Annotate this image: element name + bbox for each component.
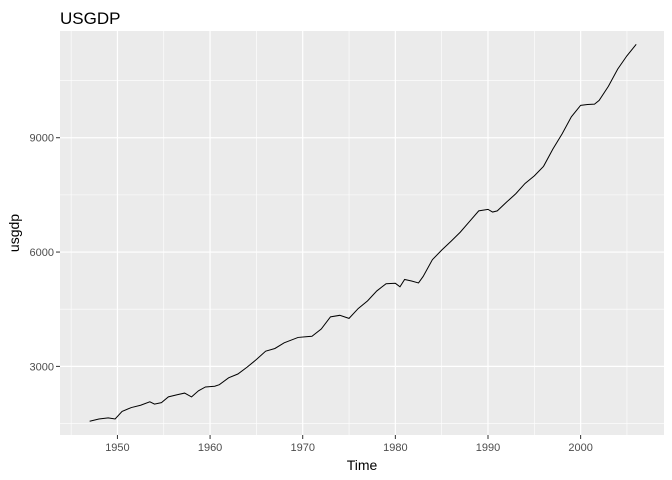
x-tick-label: 1970 — [290, 442, 314, 454]
x-tick-label: 1950 — [105, 442, 129, 454]
plot-panel — [60, 31, 664, 435]
y-tick-label: 9000 — [30, 133, 54, 145]
x-tick-label: 2000 — [568, 442, 592, 454]
major-gridlines — [60, 31, 664, 435]
x-tick-label: 1980 — [383, 442, 407, 454]
chart-title: USGDP — [60, 9, 120, 28]
x-tick-label: 1960 — [198, 442, 222, 454]
y-axis: 3000 6000 9000 — [30, 133, 60, 373]
y-tick-label: 6000 — [30, 247, 54, 259]
minor-gridlines — [60, 31, 664, 435]
y-axis-title: usgdp — [6, 214, 22, 252]
x-axis-title: Time — [347, 457, 378, 473]
x-tick-label: 1990 — [476, 442, 500, 454]
x-axis: 1950 1960 1970 1980 1990 2000 — [105, 435, 593, 454]
y-tick-label: 3000 — [30, 361, 54, 373]
gdp-series-line — [89, 44, 637, 422]
